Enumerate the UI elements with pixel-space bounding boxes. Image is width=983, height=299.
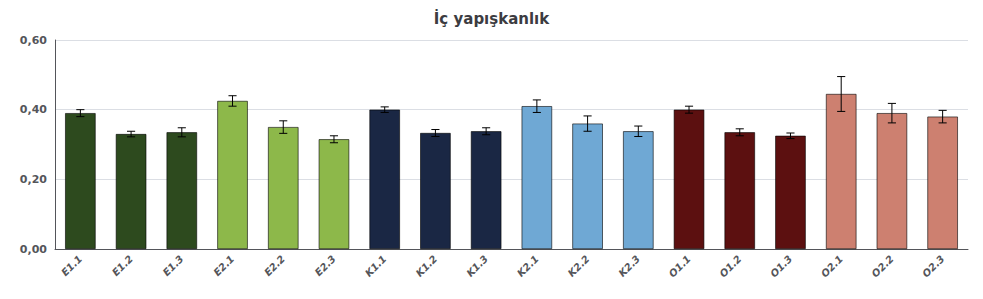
svg-text:0,20: 0,20: [20, 173, 47, 186]
svg-text:E1.3: E1.3: [161, 253, 186, 278]
svg-text:O2.2: O2.2: [870, 253, 896, 279]
svg-text:0,60: 0,60: [20, 34, 47, 47]
svg-text:E2.3: E2.3: [313, 253, 338, 278]
svg-text:E1.2: E1.2: [110, 253, 135, 278]
svg-text:K2.1: K2.1: [515, 253, 541, 279]
svg-text:0,00: 0,00: [20, 243, 47, 256]
svg-text:E2.1: E2.1: [211, 253, 236, 278]
svg-text:K1.1: K1.1: [363, 253, 389, 279]
svg-text:İç yapışkanlık: İç yapışkanlık: [434, 9, 550, 28]
svg-text:K2.2: K2.2: [566, 253, 592, 279]
svg-text:O2.3: O2.3: [920, 253, 946, 279]
svg-text:K1.2: K1.2: [414, 253, 440, 279]
svg-text:E1.1: E1.1: [59, 253, 84, 278]
svg-text:K2.3: K2.3: [616, 253, 642, 279]
svg-text:O2.1: O2.1: [819, 253, 845, 279]
svg-text:O1.1: O1.1: [667, 253, 693, 279]
svg-text:E2.2: E2.2: [262, 253, 287, 278]
svg-text:O1.2: O1.2: [717, 253, 743, 279]
svg-text:0,40: 0,40: [20, 103, 47, 116]
svg-text:K1.3: K1.3: [464, 253, 490, 279]
svg-text:O1.3: O1.3: [768, 253, 794, 279]
